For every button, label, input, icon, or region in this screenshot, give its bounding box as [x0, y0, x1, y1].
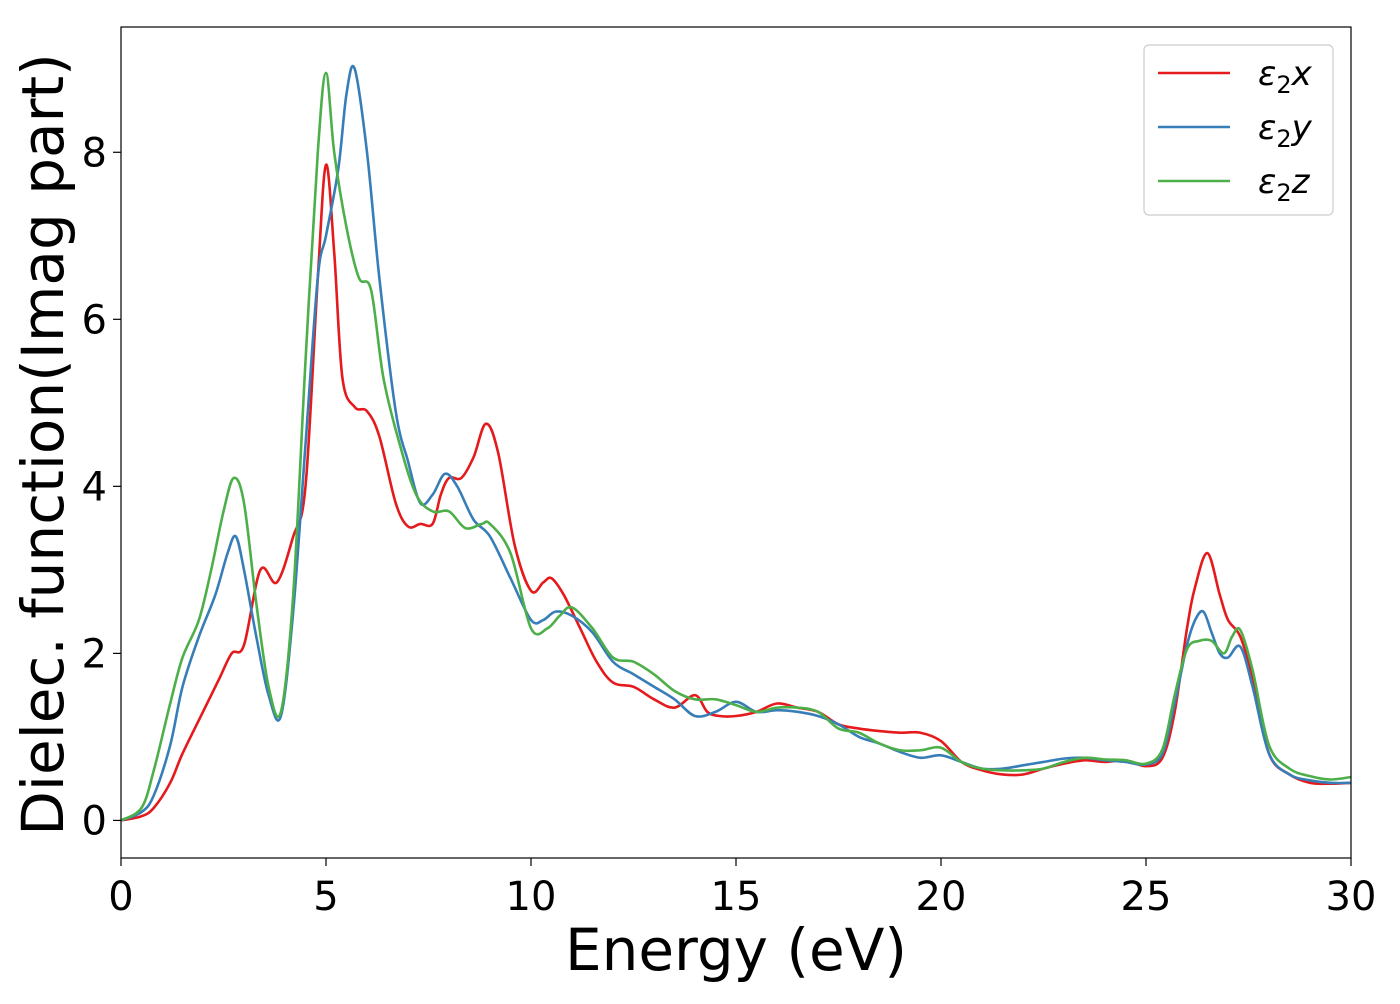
legend-box: [1143, 44, 1334, 216]
legend: ε2x ε2y ε2z: [1143, 44, 1334, 216]
series-line-x: [121, 163, 1351, 822]
series-lines: [121, 64, 1351, 822]
y-tick-label: 4: [82, 464, 107, 510]
x-tick-label: 20: [916, 874, 967, 920]
x-tick-label: 25: [1121, 874, 1172, 920]
legend-label-x: ε2x: [1258, 54, 1313, 99]
y-tick-label: 6: [82, 297, 107, 343]
legend-label-y: ε2y: [1258, 108, 1313, 153]
x-tick-label: 30: [1326, 874, 1377, 920]
x-tick-label: 15: [711, 874, 762, 920]
x-tick-label: 5: [313, 874, 338, 920]
x-axis-label: Energy (eV): [565, 916, 907, 984]
axis-ticks: 0 5 10 15 20 25 30 0 2 4 6 8: [82, 130, 1377, 920]
x-tick-label: 0: [108, 874, 133, 920]
x-tick-label: 10: [506, 874, 557, 920]
y-tick-label: 2: [82, 631, 107, 677]
y-tick-label: 8: [82, 130, 107, 176]
y-tick-label: 0: [82, 798, 107, 844]
legend-label-z: ε2z: [1258, 162, 1311, 207]
y-axis-label: Dielec. function(Imag part): [9, 53, 77, 836]
series-line-z: [121, 71, 1351, 822]
